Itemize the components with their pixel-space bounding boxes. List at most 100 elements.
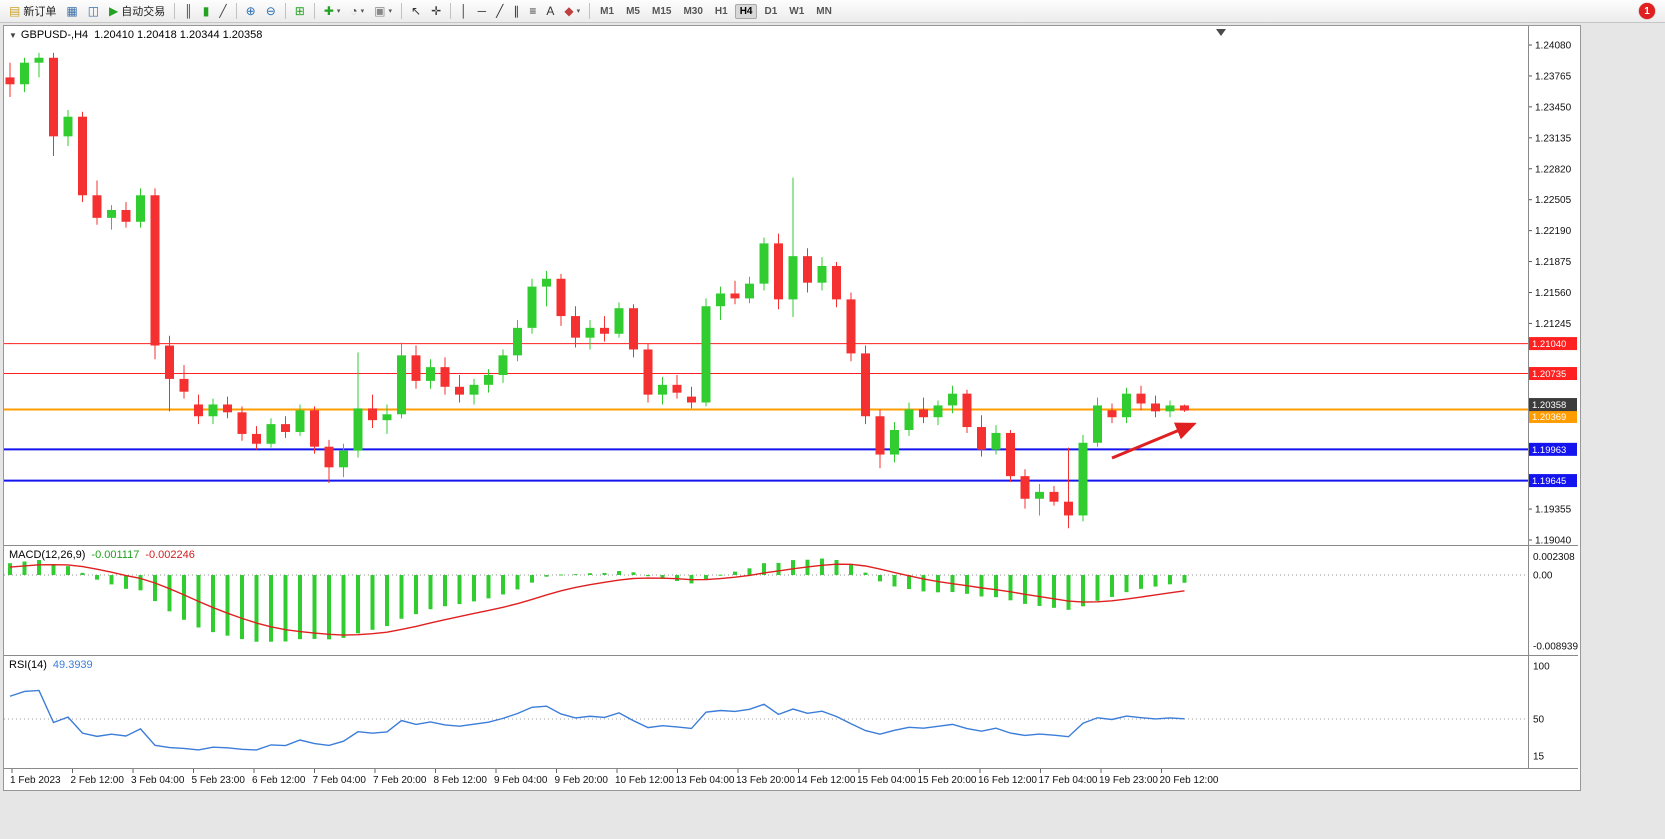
macd-bar bbox=[457, 575, 462, 605]
timeframe-M15[interactable]: M15 bbox=[651, 5, 672, 17]
macd-bar bbox=[211, 575, 215, 633]
timeframe-D1[interactable]: D1 bbox=[764, 5, 778, 17]
macd-bar bbox=[965, 575, 969, 594]
indicators-button[interactable]: ✚ ▾ bbox=[320, 2, 345, 21]
zoom-out-icon: ⊖ bbox=[265, 4, 276, 18]
candle-body bbox=[397, 355, 406, 415]
candle-body bbox=[266, 424, 276, 444]
fibonacci-icon: ≡ bbox=[529, 4, 537, 18]
algo-trading-button[interactable]: ▶ 自动交易 bbox=[105, 2, 169, 21]
profiles-button[interactable]: ◫ bbox=[84, 2, 103, 21]
tile-windows-button[interactable]: ⊞ bbox=[291, 2, 309, 21]
toolbar-separator bbox=[174, 3, 176, 19]
timeframe-M5[interactable]: M5 bbox=[626, 5, 640, 17]
timeframe-MN[interactable]: MN bbox=[816, 5, 832, 17]
macd-bar bbox=[414, 575, 418, 615]
objects-button[interactable]: ◆ ▾ bbox=[560, 2, 584, 21]
timeframe-M1[interactable]: M1 bbox=[600, 5, 615, 17]
channel-button[interactable]: ∥ bbox=[509, 2, 523, 21]
rsi-line bbox=[9, 689, 1185, 751]
macd-bar bbox=[1008, 575, 1013, 601]
price-tick-label: 1.21560 bbox=[1535, 288, 1572, 299]
price-tick-label: 1.21245 bbox=[1535, 319, 1572, 330]
text-icon: A bbox=[546, 4, 555, 18]
candle-body bbox=[803, 256, 812, 283]
macd-bar bbox=[428, 575, 433, 610]
macd-bar bbox=[1182, 575, 1187, 583]
trend-arrow-object[interactable] bbox=[1111, 422, 1197, 460]
candle-body bbox=[237, 412, 247, 434]
candle-body bbox=[716, 293, 725, 307]
macd-bar bbox=[443, 575, 447, 607]
macd-bar bbox=[863, 572, 868, 576]
time-tick-label: 15 Feb 20:00 bbox=[918, 775, 977, 786]
crosshair-button[interactable]: ✛ bbox=[427, 2, 445, 21]
price-tick-label: 1.22505 bbox=[1535, 195, 1572, 206]
candle-body bbox=[281, 424, 290, 432]
notification-badge[interactable]: 1 bbox=[1639, 3, 1655, 19]
price-tag bbox=[1529, 398, 1577, 412]
candle-body bbox=[614, 308, 624, 334]
new-order-button[interactable]: ▤ 新订单 bbox=[5, 2, 60, 21]
time-tick-label: 7 Feb 04:00 bbox=[313, 775, 367, 786]
candle-body bbox=[962, 393, 972, 428]
candle-body bbox=[991, 432, 1001, 450]
horizontal-line-button[interactable]: ─ bbox=[474, 2, 491, 21]
macd-bar bbox=[109, 575, 114, 585]
price-tag-label: 1.19645 bbox=[1532, 476, 1566, 487]
price-tag-label: 1.20358 bbox=[1532, 400, 1566, 411]
zoom-out-button[interactable]: ⊖ bbox=[262, 2, 280, 21]
line-chart-type-button[interactable]: ╱ bbox=[215, 2, 230, 21]
templates-button[interactable]: ▣ ▾ bbox=[370, 2, 396, 21]
macd-bar bbox=[8, 563, 12, 576]
candle-body bbox=[150, 195, 160, 346]
new-chart-button[interactable]: ▦ bbox=[62, 2, 81, 21]
time-tick-label: 8 Feb 12:00 bbox=[434, 775, 488, 786]
macd-bar bbox=[341, 575, 346, 638]
vertical-line-button[interactable]: │ bbox=[456, 2, 472, 21]
timeframe-H4[interactable]: H4 bbox=[734, 3, 758, 19]
timeframe-H1[interactable]: H1 bbox=[714, 5, 728, 17]
candle-body bbox=[382, 414, 392, 421]
period-menu-button[interactable]: ◔ ▾ bbox=[346, 2, 368, 21]
price-tick-label: 1.23135 bbox=[1535, 133, 1572, 144]
chart-shift-marker-icon[interactable] bbox=[1216, 29, 1226, 36]
timeframe-W1[interactable]: W1 bbox=[789, 5, 805, 17]
macd-bar bbox=[718, 574, 723, 576]
macd-bar bbox=[1066, 575, 1071, 610]
time-tick-label: 1 Feb 2023 bbox=[10, 775, 61, 786]
price-tick-label: 1.22190 bbox=[1535, 226, 1572, 237]
bars-chart-type-button[interactable]: ║ bbox=[180, 2, 197, 21]
candles-chart-type-button[interactable]: ▮ bbox=[199, 2, 214, 21]
chevron-down-icon: ▾ bbox=[576, 8, 581, 15]
macd-bar bbox=[559, 574, 563, 576]
macd-bar bbox=[617, 571, 621, 576]
macd-axis-label: 0.002308 bbox=[1533, 552, 1575, 563]
price-tag bbox=[1529, 474, 1577, 488]
macd-bar bbox=[602, 572, 607, 576]
fibonacci-button[interactable]: ≡ bbox=[525, 2, 540, 21]
price-tick-label: 1.23765 bbox=[1535, 71, 1572, 82]
candle-body bbox=[194, 404, 203, 417]
macd-bar bbox=[1081, 575, 1085, 607]
zoom-in-button[interactable]: ⊕ bbox=[242, 2, 260, 21]
candle-body bbox=[933, 405, 943, 418]
candle-body bbox=[919, 409, 928, 418]
chart-window-icon: ▦ bbox=[66, 4, 78, 18]
time-tick-label: 6 Feb 12:00 bbox=[252, 775, 306, 786]
chart-title-caret-icon[interactable]: ▼ bbox=[9, 30, 17, 40]
macd-bar bbox=[298, 575, 302, 640]
candle-body bbox=[861, 353, 870, 417]
candle-body bbox=[948, 393, 957, 406]
candle-body bbox=[730, 293, 740, 299]
macd-bar bbox=[1153, 575, 1158, 587]
cursor-button[interactable]: ↖ bbox=[407, 2, 425, 21]
candle-body bbox=[832, 265, 841, 300]
trendline-button[interactable]: ╱ bbox=[492, 2, 507, 21]
timeframe-M30[interactable]: M30 bbox=[683, 5, 703, 17]
text-button[interactable]: A bbox=[542, 2, 558, 21]
new-order-button-label: 新订单 bbox=[23, 6, 57, 18]
macd-bar bbox=[834, 559, 839, 576]
candle-body bbox=[1006, 432, 1015, 477]
price-tag bbox=[1529, 442, 1577, 456]
